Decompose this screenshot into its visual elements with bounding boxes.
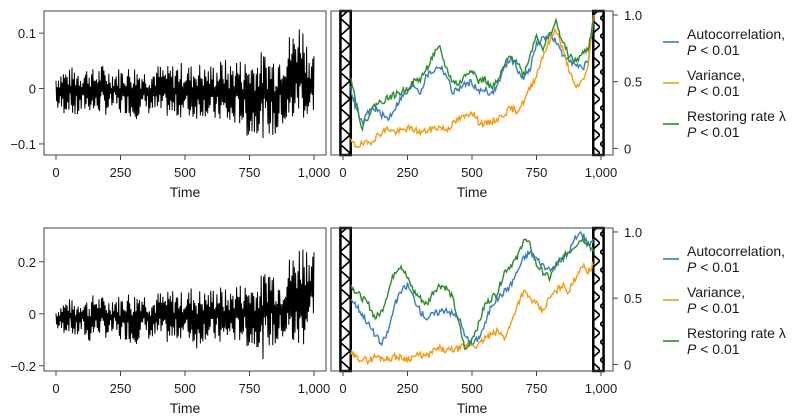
x-tick-label: 500 [461,381,483,396]
y-tick-label: 0.5 [624,75,642,90]
x-tick-label: 250 [110,165,132,180]
legend-sublabel-value: < 0.01 [696,341,739,357]
panel-top-left: 0 250 500 750 1,000 Time −0.1 0 0.1 [10,10,331,200]
y-tick-label: 0 [624,357,631,372]
series-line-variance [350,260,594,366]
legend-label: Autocorrelation, [687,26,785,42]
series-line-signal [55,249,315,360]
x-tick-label: 0 [339,165,346,180]
series-line-signal [55,29,315,139]
x-tick-label: 1,000 [298,381,331,396]
series-line-autocorrelation [350,21,594,126]
x-tick-label: 1,000 [585,381,618,396]
hatched-region [339,226,352,373]
y-tick-label: 0 [29,307,36,322]
legend-sublabel-value: < 0.01 [696,42,739,58]
x-axis-label: Time [457,400,488,416]
series-line-restoring [350,235,594,350]
y-tick-label: 0.2 [18,255,36,270]
legend-label: Variance, [687,284,745,300]
hatched-region [339,9,352,157]
legend-sublabel-value: < 0.01 [696,83,739,99]
y-tick-label: 0 [624,141,631,156]
hatched-region [592,9,605,157]
y-tick-label: −0.2 [10,359,36,374]
y-tick-label: 1.0 [624,8,642,23]
legend-sublabel: P < 0.01 [687,42,740,58]
y-tick-label: 1.0 [624,225,642,240]
series-line-autocorrelation [350,230,594,347]
x-tick-label: 750 [239,381,261,396]
hatched-region [592,226,605,373]
x-tick-label: 250 [397,381,419,396]
x-tick-label: 0 [52,165,59,180]
x-tick-label: 1,000 [298,165,331,180]
series-line-restoring [350,17,594,133]
x-tick-label: 750 [526,165,548,180]
legend-sublabel-value: < 0.01 [696,124,739,140]
x-tick-label: 1,000 [585,165,618,180]
series-line-variance [350,14,594,149]
x-tick-label: 0 [339,381,346,396]
legend-sublabel: P < 0.01 [687,341,740,357]
legend-sublabel: P < 0.01 [687,300,740,316]
legend-sublabel: P < 0.01 [687,259,740,275]
legend-label: Restoring rate λ [687,108,786,124]
x-tick-label: 250 [397,165,419,180]
y-tick-label: −0.1 [10,137,36,152]
legend-label: Restoring rate λ [687,325,786,341]
x-tick-label: 750 [526,381,548,396]
legend-sublabel-symbol: P [687,259,697,275]
legend-sublabel-value: < 0.01 [696,300,739,316]
legend-sublabel-symbol: P [687,300,697,316]
legend-sublabel-symbol: P [687,341,697,357]
legend-label: Variance, [687,67,745,83]
legend-sublabel-symbol: P [687,124,697,140]
legend-label: Autocorrelation, [687,243,785,259]
y-tick-label: 0.1 [18,26,36,41]
x-tick-label: 500 [174,381,196,396]
legend-sublabel-symbol: P [687,83,697,99]
x-axis-label: Time [170,400,201,416]
x-tick-label: 250 [110,381,132,396]
legend-sublabel-symbol: P [687,42,697,58]
x-axis-label: Time [457,184,488,200]
x-tick-label: 500 [174,165,196,180]
x-axis-label: Time [170,184,201,200]
y-tick-label: 0.5 [624,291,642,306]
y-tick-label: 0 [29,82,36,97]
legend-sublabel: P < 0.01 [687,124,740,140]
panel-bottom-right: 0 250 500 750 1,000 Time 0 0.5 1.0 Autocorrelatio… [330,225,786,416]
x-tick-label: 500 [461,165,483,180]
x-tick-label: 0 [52,381,59,396]
plot-frame [43,227,327,372]
panel-bottom-left: 0 250 500 750 1,000 Time −0.2 0 0.2 [10,227,331,416]
x-tick-label: 750 [239,165,261,180]
legend-sublabel: P < 0.01 [687,83,740,99]
panel-top-right: 0 250 500 750 1,000 Time 0 0.5 1.0 Autocorrelatio… [330,8,786,200]
legend-sublabel-value: < 0.01 [696,259,739,275]
